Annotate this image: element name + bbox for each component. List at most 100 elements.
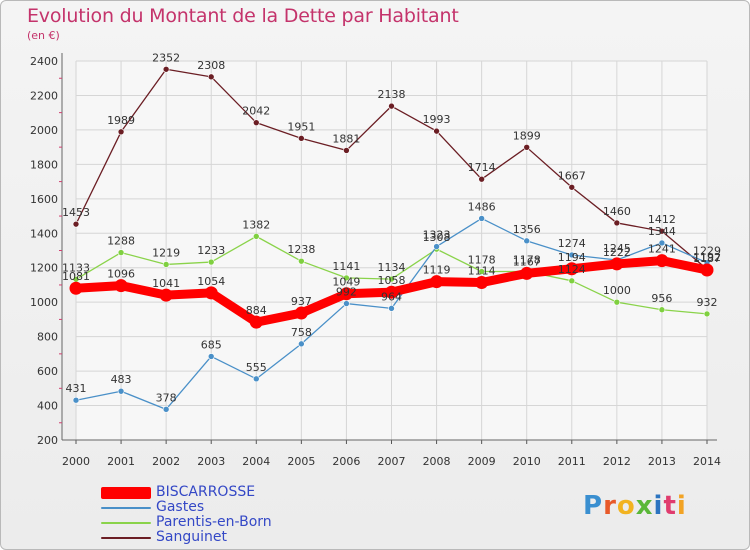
data-point-gastes [568, 251, 576, 259]
data-label-parentis-en-born: 1308 [423, 231, 451, 244]
data-label-gastes: 378 [156, 391, 177, 404]
x-tick-label: 2003 [197, 455, 225, 468]
data-label-biscarrosse: 1096 [107, 268, 135, 281]
data-point-biscarrosse [655, 254, 669, 268]
data-label-gastes: 1356 [513, 223, 541, 236]
data-label-sanguinet: 1667 [558, 169, 586, 182]
data-label-gastes: 1274 [558, 237, 586, 250]
data-point-biscarrosse [294, 306, 308, 320]
legend-label-parentis: Parentis-en-Born [156, 514, 272, 530]
data-label-sanguinet: 1714 [468, 161, 496, 174]
data-point-parentis-en-born [207, 258, 215, 266]
data-label-sanguinet: 1993 [423, 113, 451, 126]
data-label-parentis-en-born: 1219 [152, 246, 180, 259]
data-label-gastes: 431 [66, 382, 87, 395]
x-tick-label: 2013 [648, 455, 676, 468]
x-tick-label: 2007 [378, 455, 406, 468]
data-point-parentis-en-born [568, 277, 576, 285]
data-point-gastes [478, 215, 485, 222]
data-label-sanguinet: 2308 [197, 59, 225, 72]
legend-label-gastes: Gastes [156, 499, 205, 515]
data-label-sanguinet: 1412 [648, 213, 676, 226]
data-point-parentis-en-born [388, 275, 395, 283]
data-point-biscarrosse [430, 275, 444, 289]
data-point-gastes [658, 239, 666, 247]
x-tick-label: 2001 [107, 455, 135, 468]
data-label-sanguinet: 1899 [513, 129, 541, 142]
data-label-gastes: 483 [111, 373, 132, 386]
y-tick-label: 1200 [30, 262, 58, 275]
legend-item-biscarrosse: BISCARROSSE [101, 485, 272, 500]
x-tick-label: 2000 [62, 455, 90, 468]
data-point-sanguinet [343, 147, 350, 154]
legend-item-parentis: Parentis-en-Born [101, 515, 272, 530]
data-label-parentis-en-born: 1134 [378, 261, 406, 274]
data-label-parentis-en-born: 1141 [332, 260, 360, 273]
x-tick-label: 2009 [468, 455, 496, 468]
x-tick-label: 2006 [332, 455, 360, 468]
data-point-biscarrosse [565, 262, 579, 276]
data-point-gastes [523, 237, 531, 245]
data-label-sanguinet: 2352 [152, 51, 180, 64]
data-point-gastes [207, 353, 215, 360]
data-point-parentis-en-born [613, 298, 621, 306]
data-point-gastes [343, 300, 350, 307]
data-label-sanguinet: 1989 [107, 114, 135, 127]
data-label-biscarrosse: 1081 [62, 270, 90, 283]
data-point-sanguinet [523, 144, 531, 151]
x-tick-label: 2012 [603, 455, 631, 468]
x-tick-label: 2002 [152, 455, 180, 468]
data-label-sanguinet: 1460 [603, 205, 631, 218]
logo-letter: P [583, 491, 604, 521]
logo-letter: r [603, 491, 617, 521]
chart-legend: BISCARROSSE Gastes Parentis-en-Born Sang… [101, 485, 272, 545]
data-point-biscarrosse [69, 281, 83, 295]
data-point-biscarrosse [249, 315, 263, 329]
x-tick-label: 2010 [513, 455, 541, 468]
data-label-parentis-en-born: 1178 [513, 254, 541, 267]
logo-letter: i [653, 491, 664, 521]
data-point-biscarrosse [339, 287, 353, 301]
y-tick-label: 1400 [30, 227, 58, 240]
data-label-biscarrosse: 1167 [513, 255, 541, 268]
legend-swatch-parentis [101, 521, 151, 524]
legend-label-biscarrosse: BISCARROSSE [156, 484, 256, 500]
logo-letter: i [676, 491, 687, 521]
data-label-gastes: 992 [336, 286, 357, 299]
data-point-parentis-en-born [478, 268, 485, 275]
x-tick-label: 2008 [423, 455, 451, 468]
data-point-sanguinet [478, 175, 485, 183]
data-label-gastes: 555 [246, 361, 267, 374]
data-point-parentis-en-born [343, 274, 350, 282]
data-point-biscarrosse [475, 276, 489, 290]
data-label-biscarrosse: 1114 [468, 265, 496, 278]
data-label-biscarrosse: 1187 [693, 252, 721, 265]
data-label-sanguinet: 2138 [378, 88, 406, 101]
data-label-sanguinet: 1192 [693, 251, 721, 264]
data-label-biscarrosse: 884 [246, 304, 267, 317]
data-label-parentis-en-born: 1238 [287, 243, 315, 256]
data-label-biscarrosse: 1041 [152, 277, 180, 290]
data-point-parentis-en-born [117, 249, 125, 256]
y-tick-label: 2000 [30, 124, 58, 137]
data-point-sanguinet [568, 183, 576, 191]
data-point-sanguinet [207, 73, 215, 81]
data-label-sanguinet: 1881 [332, 132, 360, 145]
data-point-parentis-en-born [252, 233, 260, 240]
data-point-parentis-en-born [162, 261, 170, 268]
data-label-biscarrosse: 1054 [197, 275, 225, 288]
data-point-biscarrosse [204, 286, 218, 300]
data-point-sanguinet [298, 135, 305, 142]
y-tick-label: 2400 [30, 55, 58, 68]
data-point-parentis-en-born [658, 306, 666, 314]
chart-title: Evolution du Montant de la Dette par Hab… [27, 5, 459, 27]
chart-subtitle: (en €) [27, 29, 60, 42]
legend-swatch-biscarrosse [101, 486, 151, 499]
data-point-biscarrosse [700, 263, 714, 277]
data-point-sanguinet [658, 227, 666, 235]
legend-item-gastes: Gastes [101, 500, 272, 515]
data-point-sanguinet [117, 128, 125, 136]
data-point-gastes [298, 340, 305, 348]
data-label-parentis-en-born: 1233 [197, 244, 225, 257]
